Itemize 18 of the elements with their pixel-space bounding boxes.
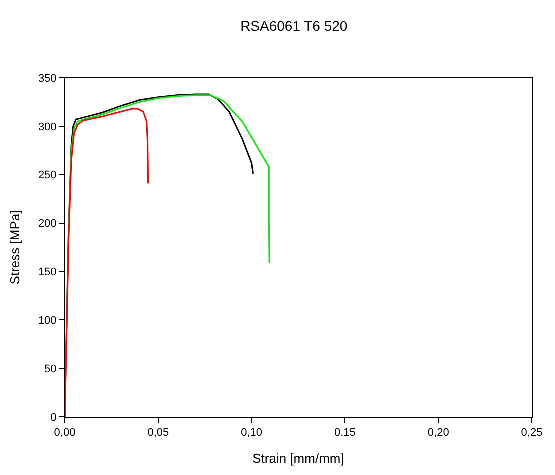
y-tick-label: 300 — [38, 121, 57, 134]
x-axis-title: Strain [mm/mm] — [252, 450, 344, 466]
x-tick-label: 0,25 — [521, 427, 543, 440]
line-series — [65, 108, 150, 417]
y-tick-label: 100 — [38, 314, 57, 327]
y-tick-label: 50 — [44, 363, 57, 376]
x-tick-label: 0,20 — [428, 427, 450, 440]
y-tick-label: 250 — [38, 170, 57, 182]
y-tick-label: 0 — [50, 412, 57, 424]
chart-title: RSA6061 T6 520 — [240, 18, 348, 34]
x-tick-label: 0,05 — [148, 427, 170, 440]
y-tick-label: 200 — [38, 218, 57, 230]
x-tick-label: 0,00 — [54, 427, 76, 440]
y-axis-title: Stress [MPa] — [7, 210, 22, 285]
y-tick-label: 150 — [38, 266, 57, 279]
x-tick-label: 0,10 — [241, 427, 263, 440]
y-tick-label: 350 — [38, 72, 57, 85]
x-tick-label: 0,15 — [334, 427, 356, 440]
